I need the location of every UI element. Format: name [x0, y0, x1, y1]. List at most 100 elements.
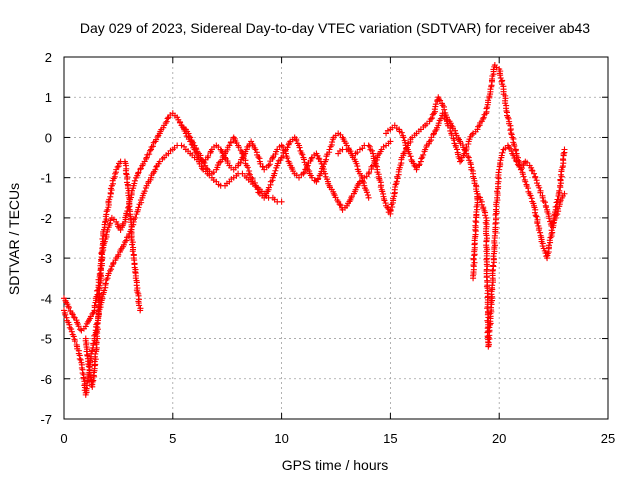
interpolated-marker	[235, 144, 242, 151]
data-point	[87, 371, 94, 378]
interpolated-marker	[68, 310, 75, 317]
interpolated-marker	[545, 242, 552, 249]
interpolated-marker	[135, 169, 142, 176]
series-3	[82, 158, 144, 390]
interpolated-marker	[329, 139, 336, 146]
interpolated-marker	[99, 235, 106, 242]
interpolated-marker	[100, 238, 107, 245]
interpolated-marker	[495, 169, 502, 176]
data-point	[104, 206, 111, 213]
data-point	[187, 134, 194, 141]
interpolated-marker	[499, 149, 506, 156]
y-axis-title: SDTVAR / TECUs	[6, 183, 22, 295]
data-point	[561, 190, 568, 197]
interpolated-marker	[537, 229, 544, 236]
interpolated-marker	[146, 151, 153, 158]
interpolated-marker	[416, 161, 423, 168]
x-tick-label: 20	[492, 431, 506, 446]
data-point	[265, 162, 272, 169]
data-point	[243, 146, 250, 153]
interpolated-marker	[137, 165, 144, 172]
interpolated-marker	[132, 214, 139, 221]
interpolated-marker	[315, 155, 322, 162]
interpolated-marker	[164, 115, 171, 122]
interpolated-marker	[371, 157, 378, 164]
x-tick-label: 15	[383, 431, 397, 446]
interpolated-marker	[153, 163, 160, 170]
data-point	[113, 166, 120, 173]
interpolated-marker	[364, 192, 371, 199]
interpolated-marker	[95, 307, 102, 314]
interpolated-marker	[542, 199, 549, 206]
interpolated-marker	[497, 72, 504, 79]
interpolated-marker	[255, 154, 262, 161]
interpolated-marker	[497, 157, 504, 164]
interpolated-marker	[536, 184, 543, 191]
interpolated-marker	[185, 130, 192, 137]
x-axis-title: GPS time / hours	[282, 457, 389, 473]
interpolated-marker	[533, 180, 540, 187]
interpolated-marker	[546, 237, 553, 244]
interpolated-marker	[284, 155, 291, 162]
x-tick-label: 25	[601, 431, 615, 446]
interpolated-marker	[432, 128, 439, 135]
data-point	[252, 146, 259, 153]
interpolated-marker	[244, 164, 251, 171]
interpolated-marker	[486, 324, 493, 331]
interpolated-marker	[531, 209, 538, 216]
interpolated-marker	[245, 170, 252, 177]
y-tick-label: -6	[40, 372, 52, 387]
interpolated-marker	[369, 147, 376, 154]
interpolated-marker	[91, 302, 98, 309]
interpolated-marker	[420, 151, 427, 158]
interpolated-marker	[430, 131, 437, 138]
data-point	[513, 158, 520, 165]
interpolated-marker	[186, 133, 193, 140]
interpolated-marker	[102, 280, 109, 287]
interpolated-marker	[95, 310, 102, 317]
interpolated-marker	[129, 248, 136, 255]
interpolated-marker	[210, 169, 217, 176]
data-point	[152, 166, 159, 173]
data-point	[226, 142, 233, 149]
y-tick-label: 2	[45, 50, 52, 65]
interpolated-marker	[114, 163, 121, 170]
interpolated-marker	[271, 170, 278, 177]
interpolated-marker	[106, 196, 113, 203]
interpolated-marker	[205, 153, 212, 160]
data-point	[365, 142, 372, 149]
interpolated-marker	[143, 155, 150, 162]
interpolated-marker	[109, 261, 116, 268]
interpolated-marker	[483, 105, 490, 112]
interpolated-marker	[190, 139, 197, 146]
interpolated-marker	[132, 268, 139, 275]
interpolated-marker	[202, 162, 209, 169]
interpolated-marker	[255, 189, 262, 196]
interpolated-marker	[511, 142, 518, 149]
y-tick-label: 0	[45, 130, 52, 145]
interpolated-marker	[102, 219, 109, 226]
interpolated-marker	[85, 363, 92, 370]
data-point	[156, 158, 163, 165]
data-point	[137, 307, 144, 314]
interpolated-marker	[107, 185, 114, 192]
interpolated-marker	[162, 120, 169, 127]
interpolated-marker	[492, 211, 499, 218]
interpolated-marker	[377, 184, 384, 191]
interpolated-marker	[510, 152, 517, 159]
interpolated-marker	[105, 270, 112, 277]
data-point	[65, 303, 72, 310]
interpolated-marker	[396, 164, 403, 171]
interpolated-marker	[508, 131, 515, 138]
data-point	[557, 182, 564, 189]
interpolated-marker	[534, 220, 541, 227]
interpolated-marker	[201, 160, 208, 167]
y-tick-labels: -7 -6 -5 -4 -3 -2 -1 0 1 2	[40, 50, 52, 427]
interpolated-marker	[554, 211, 561, 218]
interpolated-marker	[337, 202, 344, 209]
interpolated-marker	[68, 326, 75, 333]
interpolated-marker	[99, 245, 106, 252]
interpolated-marker	[66, 324, 73, 331]
data-point	[522, 178, 529, 185]
